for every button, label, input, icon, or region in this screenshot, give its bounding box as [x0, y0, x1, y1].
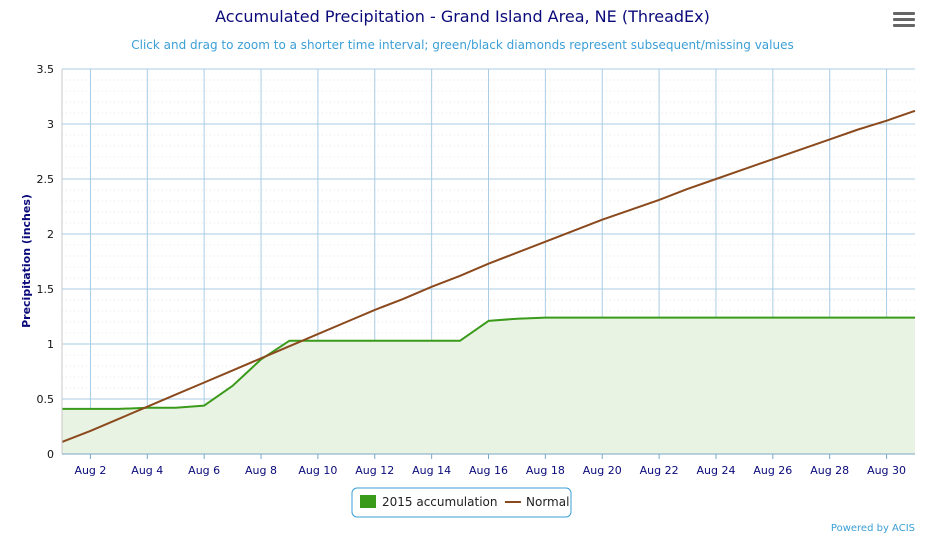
x-tick-label: Aug 24 — [696, 464, 735, 477]
legend-label-2015: 2015 accumulation — [382, 495, 497, 509]
legend[interactable]: 2015 accumulation Normal — [351, 487, 572, 518]
y-tick-label: 3 — [47, 118, 54, 131]
line-layer — [61, 109, 916, 443]
x-tick-label: Aug 10 — [298, 464, 337, 477]
area-layer — [62, 317, 915, 454]
legend-swatch-2015 — [360, 495, 376, 508]
y-tick-label: 1.5 — [37, 283, 55, 296]
y-axis-label: Precipitation (inches) — [20, 194, 33, 328]
x-tick-label: Aug 18 — [526, 464, 565, 477]
x-tick-label: Aug 16 — [469, 464, 508, 477]
y-tick-label: 0.5 — [37, 393, 55, 406]
x-tick-label: Aug 6 — [188, 464, 220, 477]
series-line-2015-accumulation[interactable] — [62, 316, 915, 410]
powered-by-credit[interactable]: Powered by ACIS — [830, 523, 915, 534]
x-tick-label: Aug 20 — [583, 464, 622, 477]
series-area-2015-accumulation — [62, 317, 915, 454]
series-line-normal[interactable] — [61, 109, 916, 443]
legend-box — [351, 487, 572, 518]
legend-item-2015-accumulation[interactable]: 2015 accumulation — [360, 495, 497, 509]
hamburger-menu-icon[interactable] — [893, 12, 915, 30]
chart-title: Accumulated Precipitation - Grand Island… — [215, 7, 710, 26]
x-tick-label: Aug 22 — [640, 464, 679, 477]
legend-label-normal: Normal — [526, 495, 569, 509]
y-tick-label: 2 — [47, 228, 54, 241]
y-tick-label: 0 — [47, 448, 54, 461]
axes: 0 0.5 1 1.5 2 2.5 3 3.5 Aug 2 Aug 4 Aug 6 Aug 8 Aug … — [37, 63, 915, 477]
legend-item-normal[interactable]: Normal — [505, 495, 569, 509]
y-tick-label: 2.5 — [37, 173, 55, 186]
x-tick-label: Aug 12 — [355, 464, 394, 477]
x-tick-label: Aug 8 — [245, 464, 277, 477]
x-tick-label: Aug 2 — [74, 464, 106, 477]
x-tick-label: Aug 30 — [867, 464, 906, 477]
x-tick-label: Aug 14 — [412, 464, 451, 477]
x-tick-label: Aug 4 — [131, 464, 163, 477]
y-tick-label: 3.5 — [37, 63, 55, 76]
y-tick-label: 1 — [47, 338, 54, 351]
x-tick-label: Aug 28 — [810, 464, 849, 477]
x-tick-label: Aug 26 — [753, 464, 792, 477]
chart-subtitle: Click and drag to zoom to a shorter time… — [131, 38, 794, 52]
